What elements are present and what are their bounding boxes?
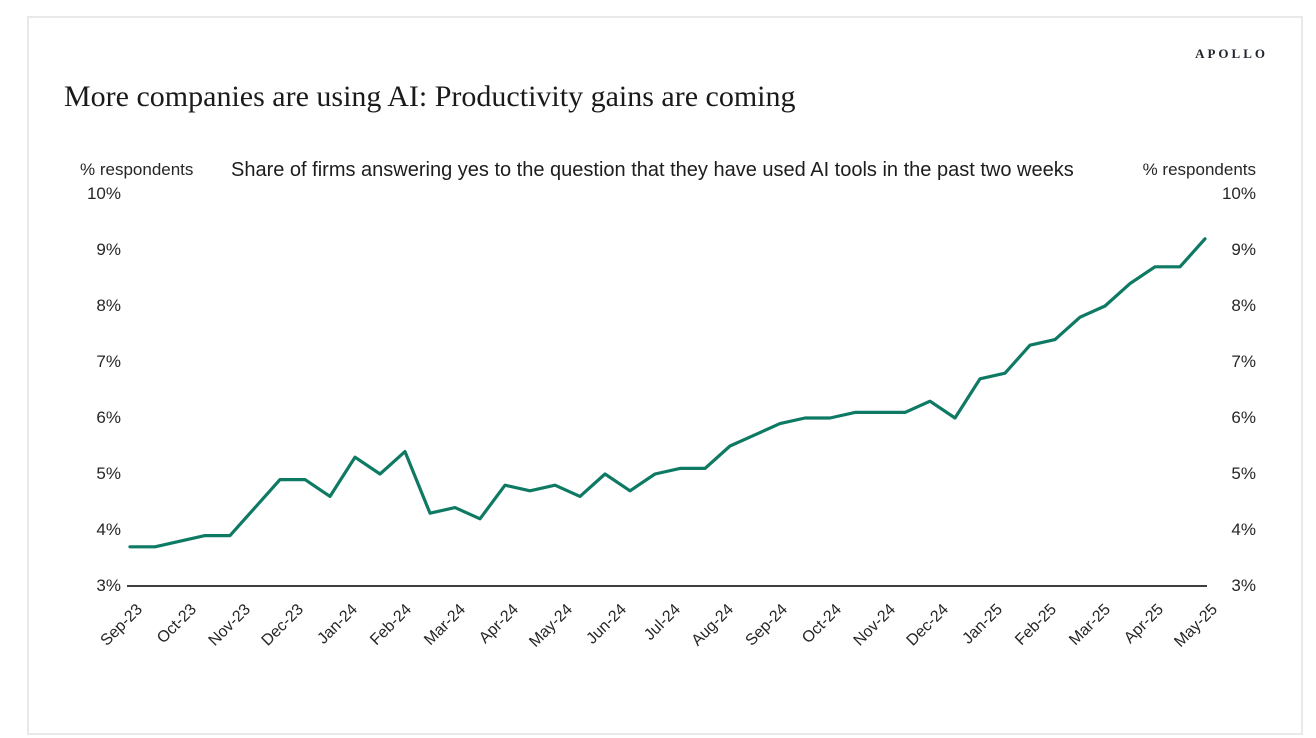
y-tick-label-r: 3% bbox=[1231, 576, 1256, 595]
y-tick-label-r: 10% bbox=[1221, 184, 1256, 203]
y-axis-unit-label-right: % respondents bbox=[1142, 160, 1256, 179]
y-tick-label-r: 5% bbox=[1231, 464, 1256, 483]
y-tick-label-l: 7% bbox=[96, 352, 121, 371]
chart-subtitle: Share of firms answering yes to the ques… bbox=[231, 159, 1074, 181]
ai-usage-trend-line bbox=[128, 237, 1207, 549]
y-axis-unit-label-left: % respondents bbox=[80, 160, 194, 179]
y-tick-label-l: 3% bbox=[96, 576, 121, 595]
y-tick-label-r: 9% bbox=[1231, 240, 1256, 259]
y-tick-label-l: 6% bbox=[96, 408, 121, 427]
chart-card bbox=[27, 16, 1303, 735]
y-tick-label-l: 10% bbox=[86, 184, 121, 203]
y-tick-label-r: 8% bbox=[1231, 296, 1256, 315]
y-tick-label-r: 6% bbox=[1231, 408, 1256, 427]
y-tick-label-l: 9% bbox=[96, 240, 121, 259]
apollo-logo: APOLLO bbox=[1195, 46, 1268, 61]
y-tick-label-r: 7% bbox=[1231, 352, 1256, 371]
y-tick-label-l: 4% bbox=[96, 520, 121, 539]
y-tick-label-r: 4% bbox=[1231, 520, 1256, 539]
y-tick-label-l: 5% bbox=[96, 464, 121, 483]
y-tick-label-l: 8% bbox=[96, 296, 121, 315]
chart-title: More companies are using AI: Productivit… bbox=[64, 80, 796, 113]
